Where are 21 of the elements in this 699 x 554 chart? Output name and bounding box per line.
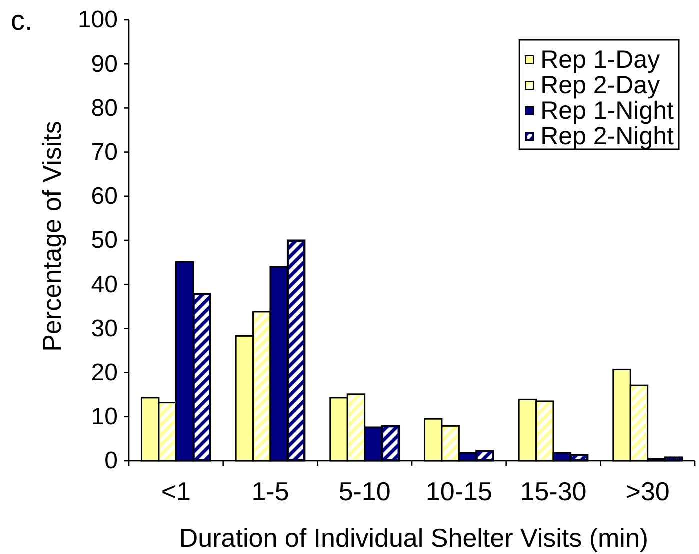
x-tick-label: <1 xyxy=(161,476,191,506)
x-tick-label: 1-5 xyxy=(252,476,290,506)
y-tick-label: 80 xyxy=(91,94,118,122)
y-tick-label: 50 xyxy=(91,227,118,254)
y-axis-title: Percentage of Visits xyxy=(37,121,67,352)
x-tick-label: 5-10 xyxy=(338,476,391,506)
y-tick-label: 90 xyxy=(91,50,118,78)
y-tick-label: 10 xyxy=(91,404,118,431)
y-tick-label: 30 xyxy=(91,315,118,342)
y-tick-label: 20 xyxy=(91,359,118,386)
y-tick-label: 70 xyxy=(91,138,118,166)
y-tick-label: 40 xyxy=(91,271,118,298)
legend-label: Rep 1-Day xyxy=(540,46,661,74)
x-tick-label: 15-30 xyxy=(520,476,587,506)
chart-title: c. xyxy=(11,5,33,36)
x-tick-label: 10-15 xyxy=(426,476,492,506)
y-tick-label: 60 xyxy=(91,183,118,210)
y-tick-label: 0 xyxy=(104,448,118,475)
x-tick-label: >30 xyxy=(626,476,670,506)
x-axis-title: Duration of Individual Shelter Visits (min) xyxy=(179,523,649,553)
y-tick-label: 100 xyxy=(78,6,118,34)
